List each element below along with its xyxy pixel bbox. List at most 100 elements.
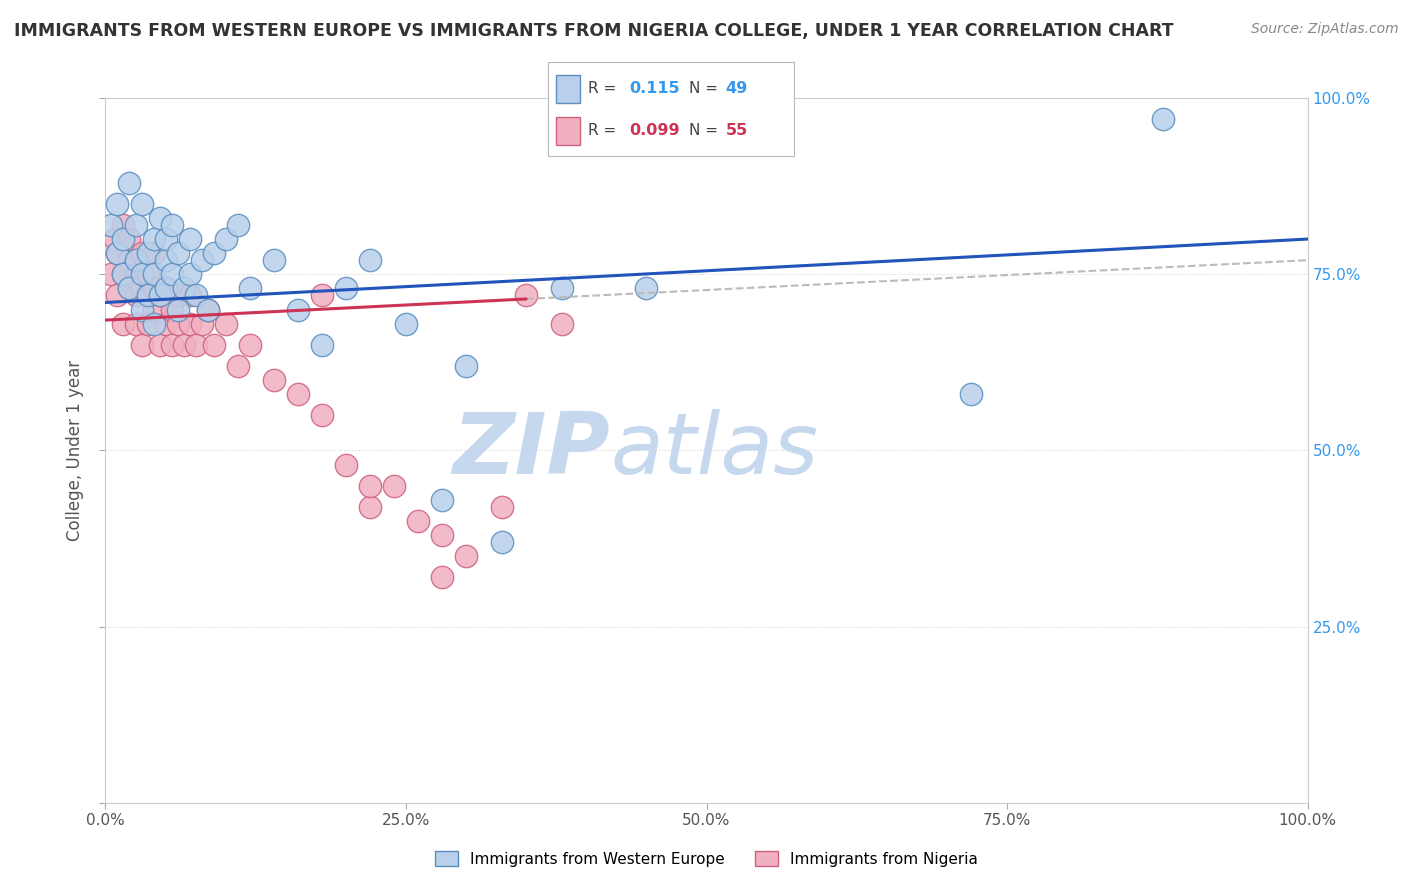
Point: [359, 253, 381, 268]
Text: IMMIGRANTS FROM WESTERN EUROPE VS IMMIGRANTS FROM NIGERIA COLLEGE, UNDER 1 YEAR : IMMIGRANTS FROM WESTERN EUROPE VS IMMIGR…: [14, 22, 1174, 40]
Point: [359, 500, 381, 514]
Point: [142, 232, 165, 246]
Text: 55: 55: [725, 123, 748, 138]
Point: [107, 246, 129, 260]
Point: [142, 246, 165, 260]
Point: [118, 281, 141, 295]
Point: [104, 232, 127, 246]
Point: [142, 268, 165, 282]
Point: [430, 528, 453, 542]
Point: [214, 232, 236, 246]
Point: [112, 218, 135, 232]
Text: R =: R =: [588, 81, 621, 96]
Point: [131, 281, 153, 295]
Point: [124, 268, 146, 282]
Point: [184, 288, 207, 302]
Point: [263, 253, 285, 268]
Point: [155, 232, 177, 246]
Point: [100, 268, 122, 282]
Point: [311, 288, 333, 302]
Text: R =: R =: [588, 123, 621, 138]
Point: [311, 338, 333, 352]
Point: [136, 246, 159, 260]
Point: [142, 302, 165, 317]
Point: [184, 338, 207, 352]
Point: [118, 253, 141, 268]
Point: [112, 268, 135, 282]
Point: [136, 288, 159, 302]
Point: [131, 197, 153, 211]
Point: [287, 302, 309, 317]
Point: [136, 268, 159, 282]
Text: atlas: atlas: [610, 409, 818, 492]
Point: [118, 232, 141, 246]
Text: ZIP: ZIP: [453, 409, 610, 492]
Point: [155, 253, 177, 268]
Point: [142, 281, 165, 295]
Point: [430, 570, 453, 584]
Point: [190, 317, 212, 331]
Point: [118, 281, 141, 295]
Point: [166, 246, 188, 260]
Point: [148, 338, 170, 352]
Point: [173, 281, 195, 295]
Point: [131, 268, 153, 282]
Point: [239, 281, 262, 295]
Point: [382, 479, 405, 493]
Point: [160, 338, 183, 352]
Point: [148, 288, 170, 302]
Point: [335, 281, 357, 295]
Point: [136, 288, 159, 302]
Point: [491, 535, 513, 549]
Point: [202, 246, 225, 260]
Point: [226, 359, 249, 373]
Point: [166, 302, 188, 317]
Legend: Immigrants from Western Europe, Immigrants from Nigeria: Immigrants from Western Europe, Immigran…: [429, 845, 984, 872]
Point: [131, 246, 153, 260]
Point: [166, 317, 188, 331]
Point: [155, 281, 177, 295]
Y-axis label: College, Under 1 year: College, Under 1 year: [66, 359, 84, 541]
Text: 49: 49: [725, 81, 748, 96]
Point: [118, 176, 141, 190]
Text: N =: N =: [689, 81, 723, 96]
Point: [226, 218, 249, 232]
Point: [179, 232, 201, 246]
Point: [491, 500, 513, 514]
Point: [160, 268, 183, 282]
Point: [359, 479, 381, 493]
Point: [136, 317, 159, 331]
Point: [190, 253, 212, 268]
Point: [142, 317, 165, 331]
Point: [335, 458, 357, 472]
Text: 0.099: 0.099: [630, 123, 681, 138]
Point: [179, 268, 201, 282]
Point: [124, 288, 146, 302]
Point: [515, 288, 537, 302]
Point: [551, 281, 574, 295]
Point: [1152, 112, 1174, 127]
Point: [112, 317, 135, 331]
Bar: [555, 117, 581, 145]
Point: [202, 338, 225, 352]
Point: [179, 288, 201, 302]
Point: [395, 317, 418, 331]
Point: [131, 302, 153, 317]
Point: [239, 338, 262, 352]
Text: N =: N =: [689, 123, 723, 138]
Text: 0.115: 0.115: [630, 81, 681, 96]
Point: [636, 281, 658, 295]
Point: [551, 317, 574, 331]
Point: [155, 281, 177, 295]
Point: [100, 218, 122, 232]
Point: [173, 338, 195, 352]
Point: [107, 246, 129, 260]
Point: [155, 317, 177, 331]
Bar: [555, 75, 581, 103]
Point: [112, 232, 135, 246]
Point: [124, 253, 146, 268]
Point: [107, 197, 129, 211]
Point: [112, 268, 135, 282]
Point: [197, 302, 219, 317]
Point: [960, 387, 983, 401]
